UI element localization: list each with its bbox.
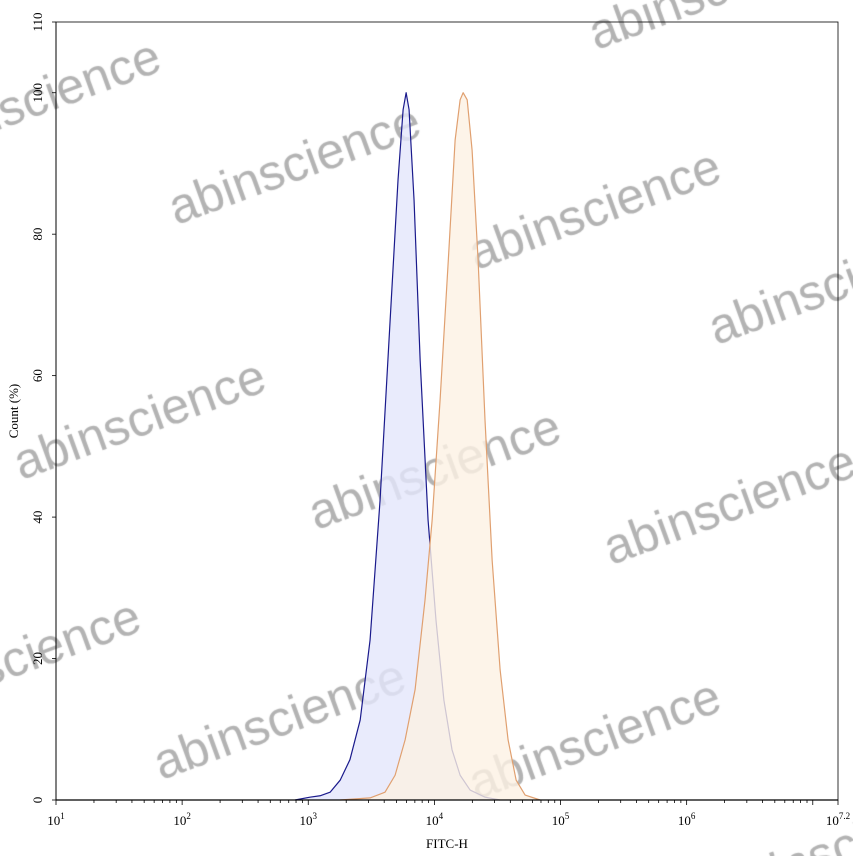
y-tick-label: 110 (30, 12, 45, 31)
x-tick-label: 104 (426, 811, 444, 828)
y-tick-label: 0 (30, 797, 45, 804)
y-axis-title: Count (%) (6, 384, 21, 439)
x-tick-label: 105 (552, 811, 570, 828)
y-axis-ticks: 0 20 40 60 80 100 110 (30, 12, 56, 803)
x-tick-label: 102 (173, 811, 191, 828)
x-tick-label: 107.2 (826, 811, 850, 828)
y-tick-label: 100 (30, 83, 45, 103)
y-tick-label: 20 (30, 652, 45, 665)
y-tick-label: 80 (30, 228, 45, 241)
series-layer (294, 92, 541, 801)
series-1-area (340, 92, 541, 800)
x-tick-label: 106 (678, 811, 696, 828)
series-0-area (295, 92, 501, 800)
x-axis-ticks: 101 102 103 104 105 106 107.2 (47, 800, 850, 828)
y-tick-label: 40 (30, 511, 45, 524)
y-tick-label: 60 (30, 369, 45, 382)
x-tick-label: 101 (47, 811, 65, 828)
series-1-line (340, 92, 541, 801)
x-axis-title: FITC-H (426, 836, 468, 851)
x-tick-label: 103 (300, 811, 318, 828)
